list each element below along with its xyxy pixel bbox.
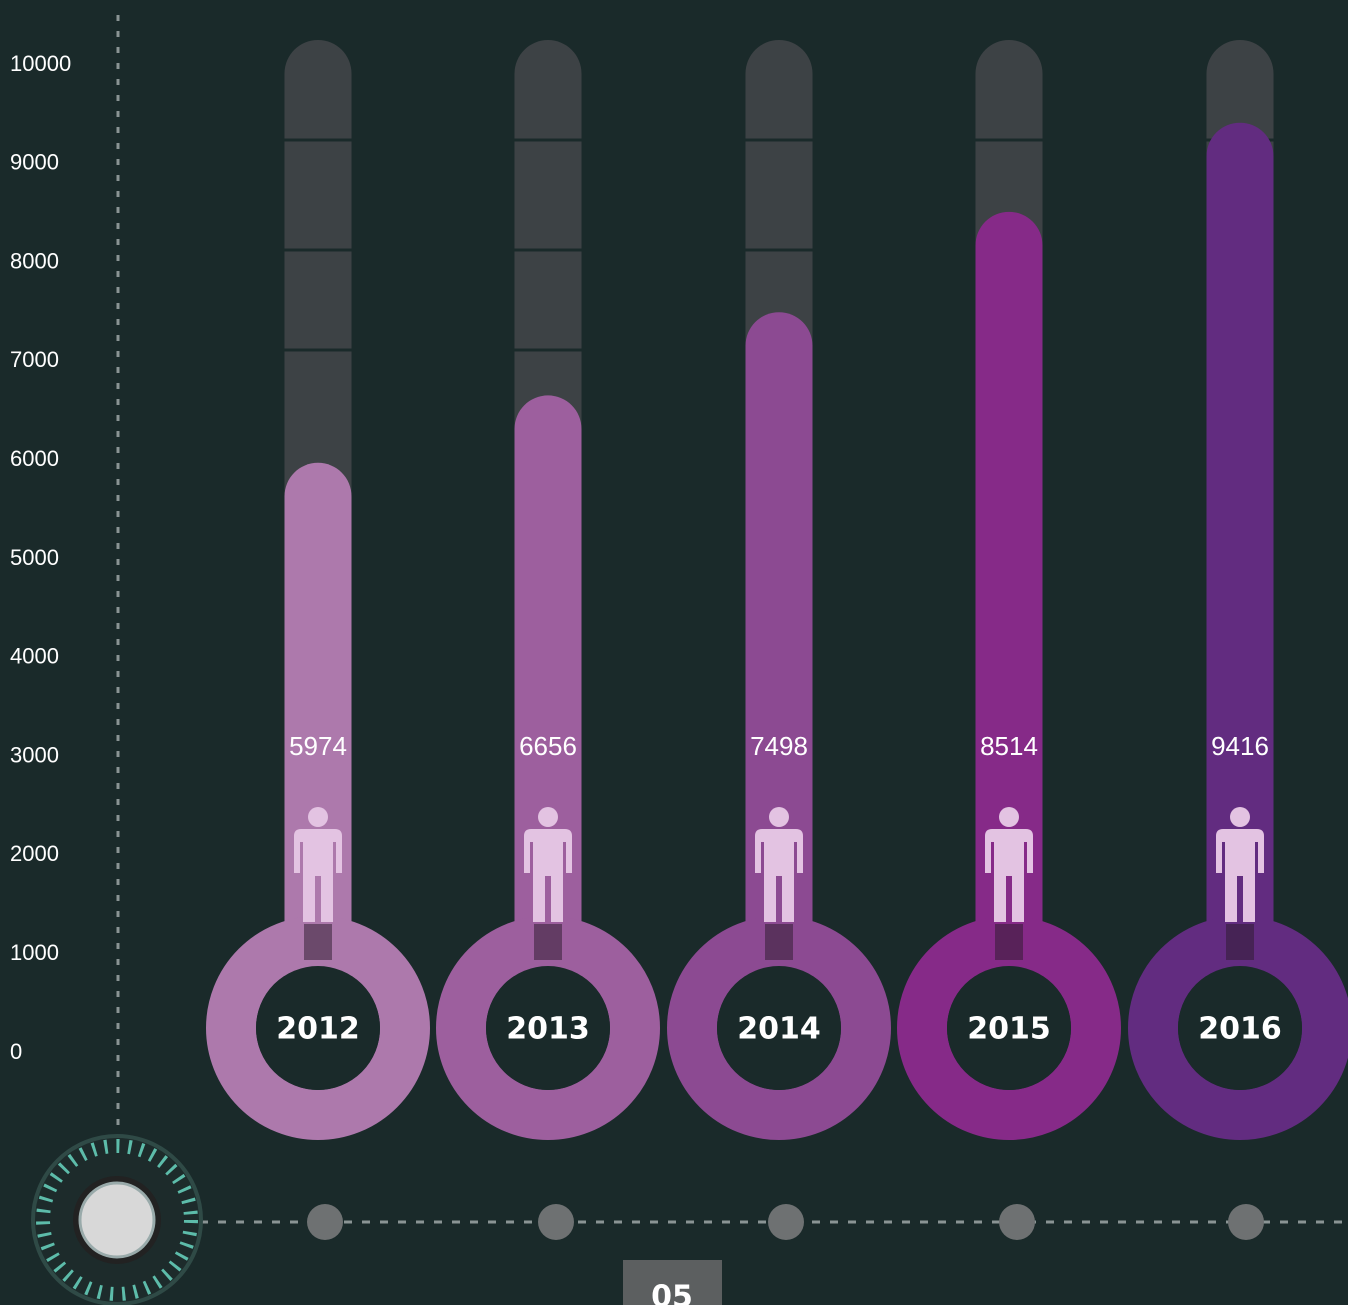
bar: [514, 395, 582, 1053]
person-head: [538, 807, 558, 827]
page-number-box: 05: [623, 1260, 722, 1305]
category-label: 2012: [276, 1012, 360, 1047]
timeline-dot: [768, 1204, 804, 1240]
bulb-center: [256, 966, 380, 1090]
y-tick-label: 0: [10, 1039, 22, 1064]
category-label: 2015: [967, 1012, 1051, 1047]
bulb-center: [486, 966, 610, 1090]
category-label: 2013: [506, 1012, 590, 1047]
person-body: [524, 829, 572, 922]
timeline-dot: [1228, 1204, 1264, 1240]
timeline-dot: [538, 1204, 574, 1240]
person-head: [308, 807, 328, 827]
value-label: 8514: [980, 731, 1038, 761]
person-body: [294, 829, 342, 922]
value-label: 6656: [519, 731, 577, 761]
value-label: 7498: [750, 731, 808, 761]
person-icon: [1216, 807, 1264, 922]
bulb-center: [947, 966, 1071, 1090]
bulb-center: [1178, 966, 1302, 1090]
y-tick-label: 6000: [10, 446, 59, 471]
knob: [31, 1134, 203, 1305]
value-label: 9416: [1211, 731, 1269, 761]
person-shadow: [1226, 924, 1254, 960]
person-icon: [985, 807, 1033, 922]
bulb-center: [717, 966, 841, 1090]
timeline-dot: [999, 1204, 1035, 1240]
person-body: [1216, 829, 1264, 922]
value-label: 5974: [289, 731, 347, 761]
person-head: [769, 807, 789, 827]
bar: [745, 312, 813, 1053]
y-tick-label: 7000: [10, 347, 59, 372]
y-tick-label: 5000: [10, 545, 59, 570]
y-tick-label: 1000: [10, 940, 59, 965]
y-tick-label: 3000: [10, 742, 59, 767]
y-tick-label: 8000: [10, 248, 59, 273]
y-tick-label: 4000: [10, 644, 59, 669]
bar: [1206, 122, 1274, 1053]
category-label: 2016: [1198, 1012, 1282, 1047]
person-body: [755, 829, 803, 922]
page-number: 05: [651, 1280, 693, 1305]
category-label: 2014: [737, 1012, 821, 1047]
bar: [975, 211, 1043, 1054]
y-tick-label: 10000: [10, 51, 71, 76]
y-tick-label: 9000: [10, 150, 59, 175]
person-shadow: [995, 924, 1023, 960]
person-shadow: [765, 924, 793, 960]
timeline-dot: [307, 1204, 343, 1240]
person-icon: [524, 807, 572, 922]
person-icon: [755, 807, 803, 922]
bar: [284, 462, 352, 1053]
person-head: [1230, 807, 1250, 827]
y-tick-label: 2000: [10, 841, 59, 866]
person-shadow: [534, 924, 562, 960]
person-shadow: [304, 924, 332, 960]
person-body: [985, 829, 1033, 922]
person-head: [999, 807, 1019, 827]
person-icon: [294, 807, 342, 922]
